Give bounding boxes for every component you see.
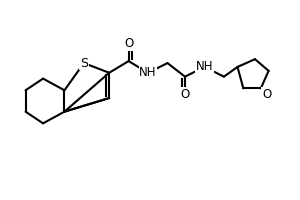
Text: O: O: [262, 88, 271, 101]
Text: NH: NH: [139, 66, 157, 79]
Text: O: O: [180, 88, 190, 101]
Text: S: S: [80, 57, 88, 70]
Text: NH: NH: [196, 60, 213, 73]
Text: O: O: [124, 37, 133, 50]
